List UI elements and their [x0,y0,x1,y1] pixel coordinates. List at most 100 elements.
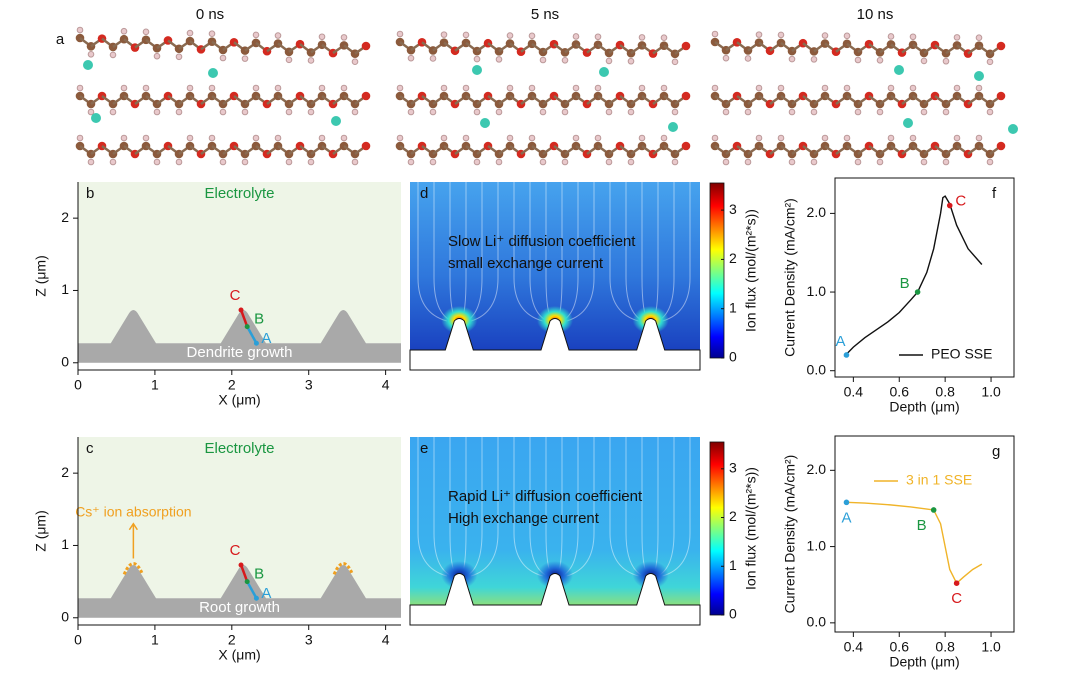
dendrite [320,309,367,344]
hydrogen [318,33,326,41]
x-tick-label: 1 [151,377,159,393]
hydrogen [252,31,260,39]
panel-label: a [56,31,65,48]
edge-lower [246,326,258,344]
hydrogen [887,33,895,40]
plot-frame [834,435,1015,633]
hydrogen [788,158,796,166]
region-label: Electrolyte [204,440,274,457]
hydrogen [777,134,785,142]
ion [894,65,904,75]
molecule-chain [710,30,1006,66]
hydrogen [495,56,503,63]
molecule-chain [395,30,691,66]
hydrogen [495,158,503,166]
point-marker [946,202,953,209]
hydrogen [473,108,481,116]
x-axis-label: Depth (μm) [889,654,959,670]
hydrogen [854,108,862,116]
hydrogen [440,134,448,142]
hydrogen [396,84,404,92]
hydrogen [285,158,293,166]
hydrogen [340,134,348,142]
y-tick-label: 1.0 [807,283,827,299]
dendrite [110,309,157,344]
hydrogen [953,84,961,92]
hydrogen [241,55,249,62]
atom [361,91,371,101]
point-label: A [835,333,845,350]
x-tick-label: 3 [305,377,313,393]
hydrogen [660,34,668,41]
x-tick-label: 0.8 [935,639,955,655]
hydrogen [340,84,348,92]
edge-upper [239,309,249,328]
series-line [846,501,983,585]
x-axis-label: X (μm) [218,647,260,663]
hydrogen [109,158,117,166]
molecule-chain [75,84,371,116]
colorbar-label: Ion flux (mol/(m²*s)) [743,467,759,590]
panel-label: c [86,440,94,457]
hydrogen [605,57,613,65]
hydrogen [241,108,249,116]
hydrogen [351,108,359,116]
ion [208,68,218,78]
colorbar-tick-label: 2 [729,508,737,524]
y-tick-label: 0 [61,353,69,369]
hydrogen [671,58,679,66]
point-marker [843,352,850,358]
hydrogen [186,134,194,142]
x-tick-label: 0.6 [890,384,910,400]
arrow-head [128,522,138,531]
y-tick-label: 2 [61,464,69,480]
hydrogen [810,56,818,63]
hydrogen [307,108,315,116]
hydrogen [953,134,961,142]
atom [996,41,1006,51]
hydrogen [473,55,481,63]
hydrogen [351,158,359,166]
hydrogen [208,134,216,142]
hydrogen [274,134,282,142]
hydrogen [942,158,950,166]
streamline [417,437,448,577]
panel-label: e [420,440,428,457]
hydrogen [429,108,437,116]
x-tick-label: 2 [228,377,236,393]
hydrogen [711,30,719,38]
time-label: 5 ns [531,6,559,23]
x-tick-label: 0.8 [935,384,955,400]
point-label: A [261,585,271,602]
atom [996,91,1006,101]
hydrogen [506,134,514,142]
hydrogen [87,51,95,58]
y-tick-label: 1 [61,281,69,297]
dendrite [220,564,267,599]
hydrogen [711,84,719,92]
hydrogen [208,84,216,92]
legend-label: 3 in 1 SSE [906,472,972,488]
point-label: B [900,275,910,292]
edge-lower [246,581,258,599]
colorbar-tick-label: 0 [729,606,737,622]
hydrogen [473,158,481,166]
hydrogen [175,53,183,61]
hydrogen [539,108,547,116]
hydrogen [909,33,917,41]
point-marker [930,507,937,513]
hydrogen [755,134,763,142]
hydrogen [462,31,470,39]
hydrogen [396,134,404,142]
panel-label: g [992,443,1000,460]
hydrogen [351,58,359,65]
point-marker [244,579,250,585]
hydrogen [660,84,668,92]
hydrogen [975,84,983,92]
field-text: small exchange current [448,255,604,272]
hydrogen [429,158,437,166]
hydrogen [208,30,216,37]
x-tick-label: 0 [74,632,82,648]
hydrogen [744,108,752,116]
point-marker [953,580,960,586]
